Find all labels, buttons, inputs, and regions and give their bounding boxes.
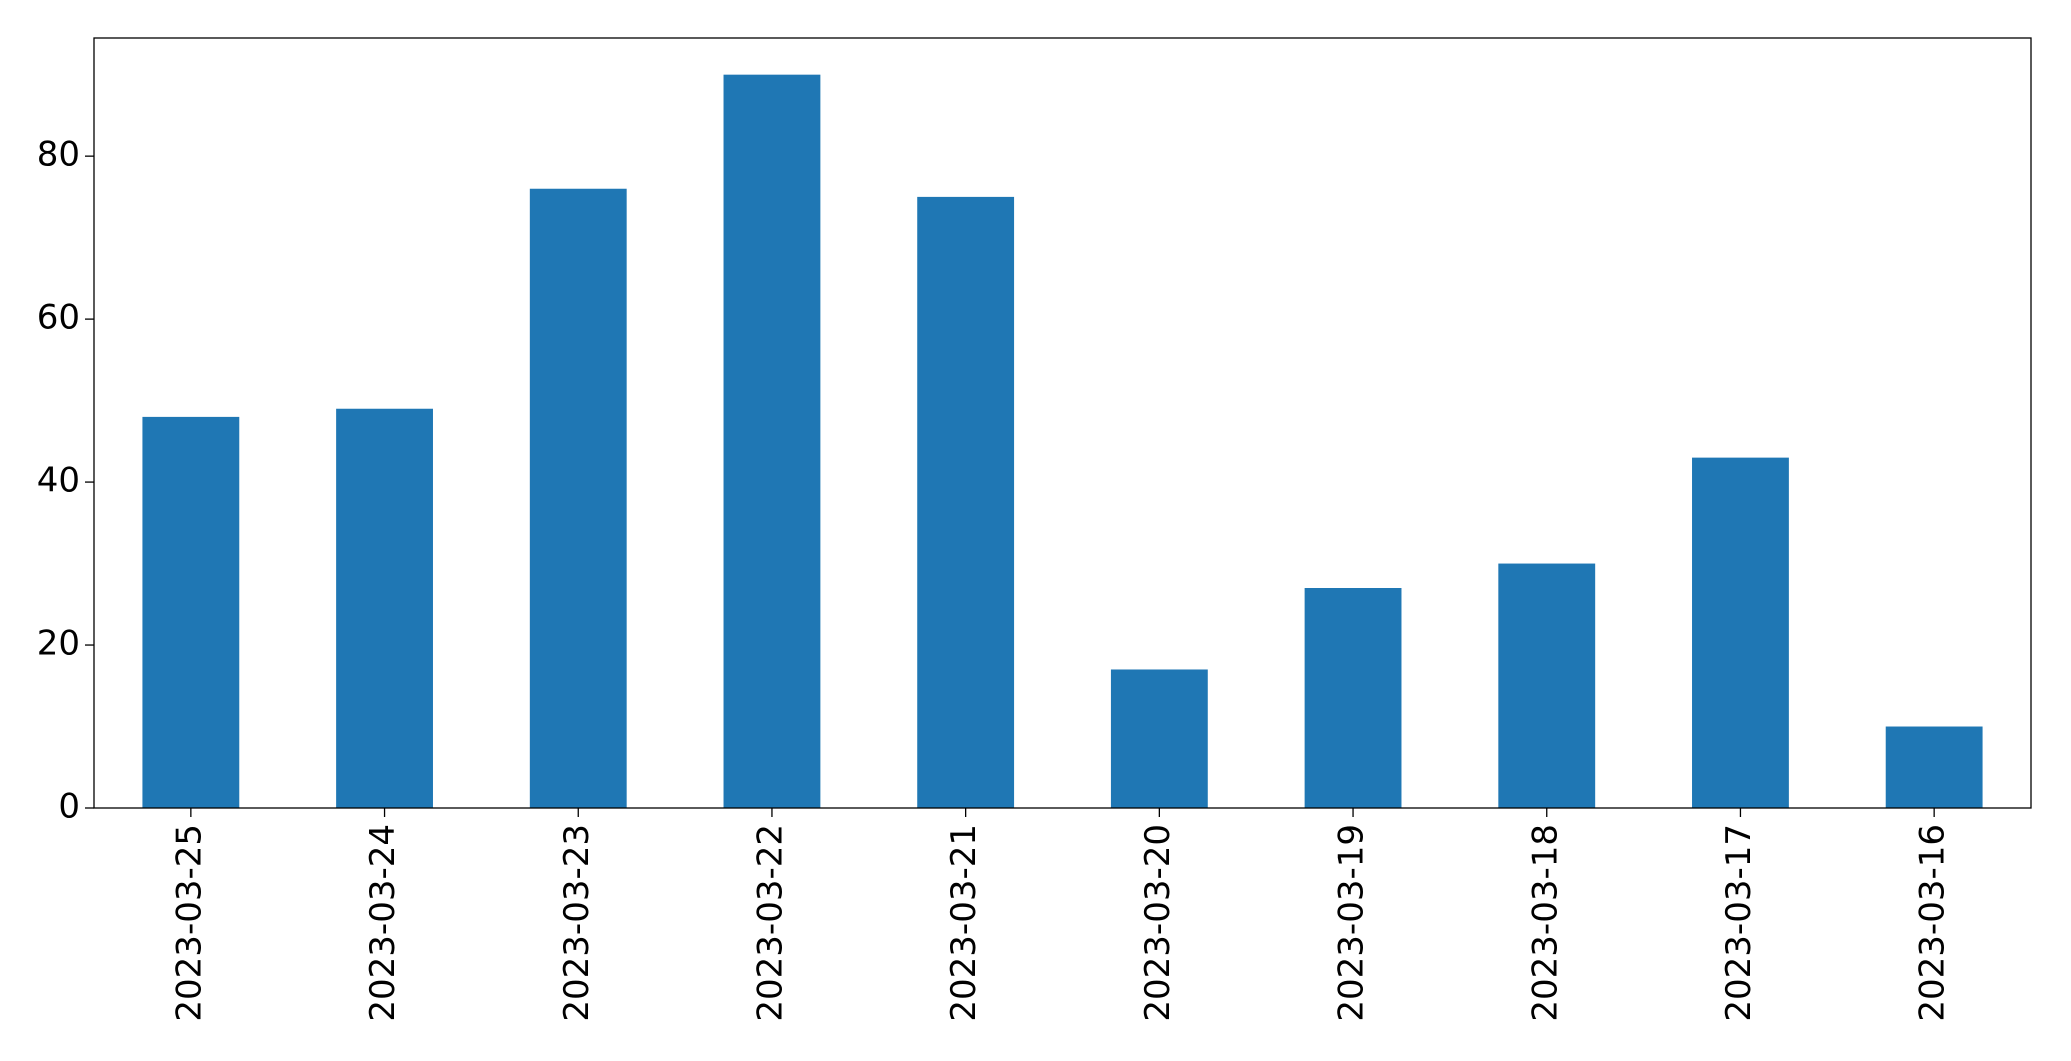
- x-tick-label: 2023-03-18: [1525, 824, 1565, 1022]
- bar: [142, 416, 240, 808]
- bar: [1304, 588, 1402, 808]
- y-tick-label: 20: [37, 624, 80, 664]
- y-tick-label: 40: [37, 461, 80, 501]
- bar: [1885, 726, 1983, 808]
- x-tick-label: 2023-03-24: [363, 824, 403, 1022]
- x-tick-label: 2023-03-17: [1719, 824, 1759, 1022]
- bar: [529, 188, 627, 809]
- x-tick-label: 2023-03-25: [169, 824, 209, 1022]
- bar: [1498, 563, 1596, 808]
- y-tick-label: 80: [37, 135, 80, 175]
- bar: [723, 74, 821, 808]
- plot-frame: [93, 37, 2032, 809]
- x-tick-label: 2023-03-23: [557, 824, 597, 1022]
- bar: [1692, 457, 1789, 808]
- bar: [336, 408, 433, 808]
- x-tick-label: 2023-03-22: [750, 824, 790, 1022]
- x-tick-label: 2023-03-16: [1913, 824, 1953, 1022]
- x-tick-label: 2023-03-21: [944, 824, 984, 1022]
- x-tick-label: 2023-03-19: [1332, 824, 1372, 1022]
- x-tick-label: 2023-03-20: [1138, 824, 1178, 1022]
- bar: [917, 196, 1015, 808]
- y-tick-label: 0: [58, 787, 80, 827]
- bar: [1110, 669, 1208, 808]
- y-tick-label: 60: [37, 298, 80, 338]
